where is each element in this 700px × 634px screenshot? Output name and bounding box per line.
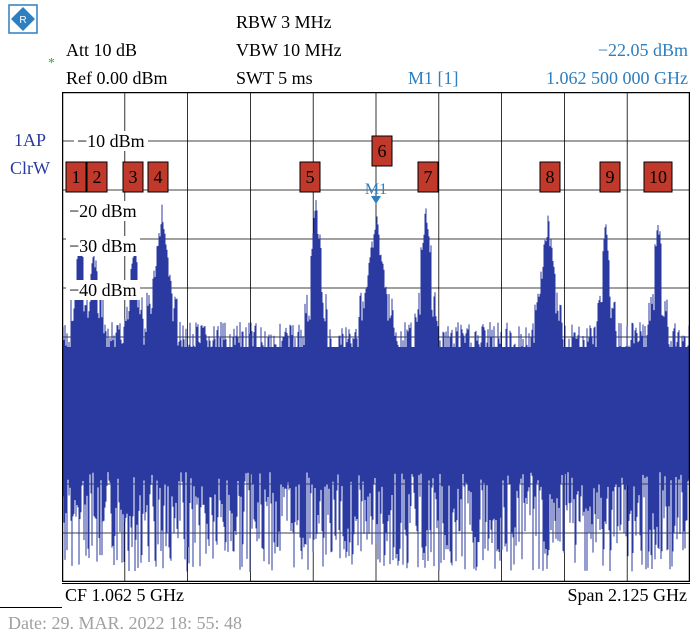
marker-box-rect	[147, 161, 169, 193]
marker-box-3: 3	[122, 161, 144, 193]
marker-box-rect	[65, 161, 87, 193]
svg-text:R: R	[19, 15, 26, 26]
marker-box-5: 5	[299, 161, 321, 193]
marker-box-8: 8	[539, 161, 561, 193]
y-label-minus-10: −10 dBm	[74, 131, 148, 151]
marker-box-4: 4	[147, 161, 169, 193]
marker-box-rect	[122, 161, 144, 193]
sweep-time-label: SWT 5 ms	[236, 68, 313, 88]
marker-box-rect	[643, 161, 673, 193]
y-label-minus-40: −40 dBm	[66, 280, 140, 300]
marker-level-readout: −22.05 dBm	[597, 40, 688, 60]
marker-box-label: 7	[424, 167, 433, 187]
marker-box-label: 8	[546, 167, 555, 187]
marker-box-rect	[299, 161, 321, 193]
frequency-bar: CF 1.062 5 GHz Span 2.125 GHz	[62, 583, 690, 606]
marker-box-1: 1	[65, 161, 87, 193]
rbw-label: RBW 3 MHz	[236, 12, 332, 32]
marker-box-label: 2	[93, 167, 102, 187]
span-label: Span 2.125 GHz	[567, 585, 688, 605]
footer-divider	[0, 607, 62, 608]
marker-box-10: 10	[643, 161, 673, 193]
marker-box-7: 7	[417, 161, 439, 193]
marker-box-rect	[599, 161, 621, 193]
vbw-label: VBW 10 MHz	[236, 40, 342, 60]
noise-floor-fill	[62, 347, 690, 432]
marker-box-label: 3	[129, 167, 138, 187]
plot-frame	[62, 92, 690, 582]
marker-box-rect	[539, 161, 561, 193]
date-stamp: Date: 29. MAR. 2022 18: 55: 48	[8, 613, 242, 633]
marker-box-label: 9	[606, 167, 615, 187]
marker-m1-label: M1	[365, 181, 387, 198]
marker-box-rect	[371, 135, 393, 167]
attenuation-label: Att 10 dB	[66, 40, 138, 60]
rohde-schwarz-logo-icon: R	[8, 4, 38, 34]
trace-name: 1AP	[13, 130, 46, 150]
marker-frequency-readout: 1.062 500 000 GHz	[546, 68, 688, 88]
marker-box-rect	[86, 161, 108, 193]
trace-mode: ClrW	[10, 158, 50, 178]
star-indicator: *	[48, 56, 55, 71]
reference-level-label: Ref 0.00 dBm	[66, 68, 168, 88]
marker-box-9: 9	[599, 161, 621, 193]
y-label-minus-30: −30 dBm	[66, 236, 140, 256]
marker-box-2: 2	[86, 161, 108, 193]
marker-box-label: 10	[649, 167, 667, 187]
marker-box-label: 1	[72, 167, 81, 187]
marker-label-readout: M1 [1]	[408, 68, 459, 88]
center-frequency-label: CF 1.062 5 GHz	[65, 585, 185, 605]
marker-box-6: 6	[371, 135, 393, 167]
marker-box-label: 4	[154, 167, 163, 187]
marker-box-label: 6	[378, 141, 387, 161]
y-label-minus-20: −20 dBm	[66, 201, 140, 221]
marker-box-label: 5	[306, 167, 315, 187]
marker-box-rect	[417, 161, 439, 193]
marker-m1-arrow-icon	[371, 196, 381, 204]
